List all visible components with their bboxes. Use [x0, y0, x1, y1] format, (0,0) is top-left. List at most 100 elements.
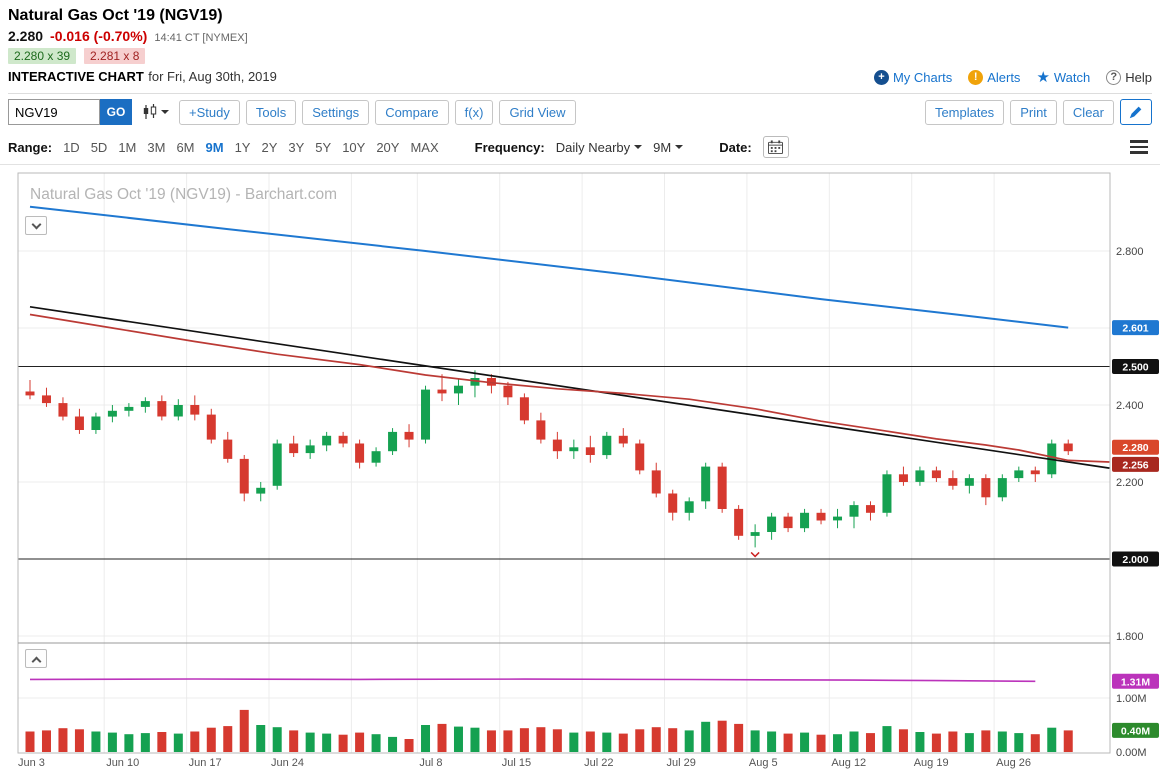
help-link[interactable]: ? Help: [1106, 69, 1152, 85]
candle-body: [734, 508, 744, 536]
volume-bar: [569, 732, 579, 752]
templates-button[interactable]: Templates: [924, 99, 1005, 125]
candle-body: [371, 451, 381, 463]
candle-body: [717, 466, 727, 509]
candle-body: [503, 385, 513, 398]
range-max[interactable]: MAX: [410, 139, 439, 155]
compare-button[interactable]: Compare: [375, 99, 449, 125]
period-select[interactable]: 9M: [653, 140, 684, 155]
settings-button[interactable]: Settings: [302, 99, 370, 125]
candle-body: [981, 478, 991, 498]
volume-bar: [849, 731, 859, 752]
volume-bar: [91, 731, 101, 752]
collapse-price-pane-button[interactable]: [25, 216, 47, 235]
chart-watermark: Natural Gas Oct '19 (NGV19) - Barchart.c…: [30, 186, 337, 203]
ma-blue-value-badge: [1112, 320, 1159, 336]
candle-body: [74, 416, 84, 430]
tools-button[interactable]: Tools: [245, 99, 297, 125]
chart-menu-button[interactable]: [1128, 138, 1150, 156]
frequency-select[interactable]: Daily Nearby: [556, 140, 643, 155]
ma-red-value-badge: [1112, 456, 1159, 472]
range-1y[interactable]: 1Y: [234, 139, 251, 155]
range-6m[interactable]: 6M: [176, 139, 195, 155]
annotation-button[interactable]: [1120, 99, 1152, 125]
volume-bar: [388, 736, 398, 752]
ma-red-value-badge-label: 2.256: [1122, 459, 1148, 471]
chart-toolbar: GO +Study Tools Settings Compare f(x) Gr…: [0, 94, 1160, 130]
x-axis-label: Jun 3: [18, 757, 45, 769]
price-axis-label: 2.400: [1116, 400, 1144, 412]
candle-body: [767, 516, 777, 532]
range-5y[interactable]: 5Y: [315, 139, 332, 155]
price-volume-chart[interactable]: Natural Gas Oct '19 (NGV19) - Barchart.c…: [0, 165, 1160, 776]
candle-body: [931, 470, 941, 479]
clear-button[interactable]: Clear: [1062, 99, 1114, 125]
frequency-label: Frequency:: [474, 139, 545, 155]
study-button[interactable]: +Study: [179, 99, 240, 125]
volume-axis-label: 1.00M: [1116, 693, 1147, 705]
candle-body: [750, 532, 760, 536]
candle-body: [272, 443, 282, 486]
watch-link[interactable]: ★ Watch: [1036, 70, 1090, 85]
symbol-input[interactable]: [8, 99, 100, 125]
candle-body: [91, 416, 101, 430]
volume-bar: [981, 730, 991, 752]
candle-body: [833, 516, 843, 521]
function-button[interactable]: f(x): [454, 99, 494, 125]
trendline: [29, 305, 1110, 469]
hline-upper-value-badge-label: 2.500: [1122, 362, 1148, 374]
date-label: Date:: [719, 139, 752, 155]
last-price-value-badge: [1112, 439, 1159, 455]
volume-bar: [206, 727, 216, 752]
x-axis-label: Aug 19: [914, 757, 949, 769]
candle-body: [915, 470, 925, 482]
collapse-volume-pane-button[interactable]: [25, 649, 47, 668]
volume-bar: [140, 733, 150, 752]
volume-bar: [338, 734, 348, 752]
my-charts-link[interactable]: + My Charts: [873, 69, 952, 85]
candle-body: [404, 431, 414, 440]
range-3m[interactable]: 3M: [147, 139, 166, 155]
chevron-up-icon: [31, 656, 41, 666]
last-price: 2.280: [8, 28, 44, 44]
range-20y[interactable]: 20Y: [376, 139, 400, 155]
range-1d[interactable]: 1D: [63, 139, 80, 155]
candle-body: [849, 505, 859, 517]
alerts-label: Alerts: [987, 69, 1021, 85]
candle-body: [898, 474, 908, 482]
volume-bar: [289, 730, 299, 752]
volume-bar: [602, 732, 612, 752]
volume-bar: [107, 732, 117, 752]
x-axis-label: Jul 22: [584, 757, 613, 769]
range-5d[interactable]: 5D: [90, 139, 108, 155]
volume-bar: [898, 729, 908, 752]
volume-bar: [305, 732, 315, 752]
print-button[interactable]: Print: [1010, 99, 1057, 125]
range-1m[interactable]: 1M: [118, 139, 137, 155]
price-row: 2.280 -0.016 (-0.70%) 14:41 CT [NYMEX]: [8, 28, 1152, 44]
candle-body: [552, 439, 562, 452]
volume-bar: [58, 728, 68, 752]
volume-bar: [734, 723, 744, 752]
ma-blue-value-badge-label: 2.601: [1122, 323, 1148, 335]
candle-body: [157, 401, 167, 417]
alerts-link[interactable]: ! Alerts: [968, 69, 1021, 85]
volume-bar: [486, 730, 496, 752]
candle-body: [223, 439, 233, 459]
range-2y[interactable]: 2Y: [261, 139, 278, 155]
candle-body: [256, 487, 266, 494]
candle-body: [41, 395, 51, 404]
volume-bar: [585, 731, 595, 752]
grid-view-button[interactable]: Grid View: [499, 99, 576, 125]
chart-canvas[interactable]: Natural Gas Oct '19 (NGV19) - Barchart.c…: [0, 165, 1160, 776]
quote-time: 14:41 CT [NYMEX]: [154, 32, 248, 44]
chart-type-button[interactable]: [138, 102, 173, 122]
range-3y[interactable]: 3Y: [288, 139, 305, 155]
go-button[interactable]: GO: [100, 99, 132, 125]
volume-bar: [453, 726, 463, 752]
volume-bar: [800, 732, 810, 752]
range-10y[interactable]: 10Y: [342, 139, 366, 155]
chevron-down-icon: [161, 110, 169, 118]
range-9m[interactable]: 9M: [205, 139, 224, 155]
calendar-button[interactable]: [762, 136, 789, 158]
